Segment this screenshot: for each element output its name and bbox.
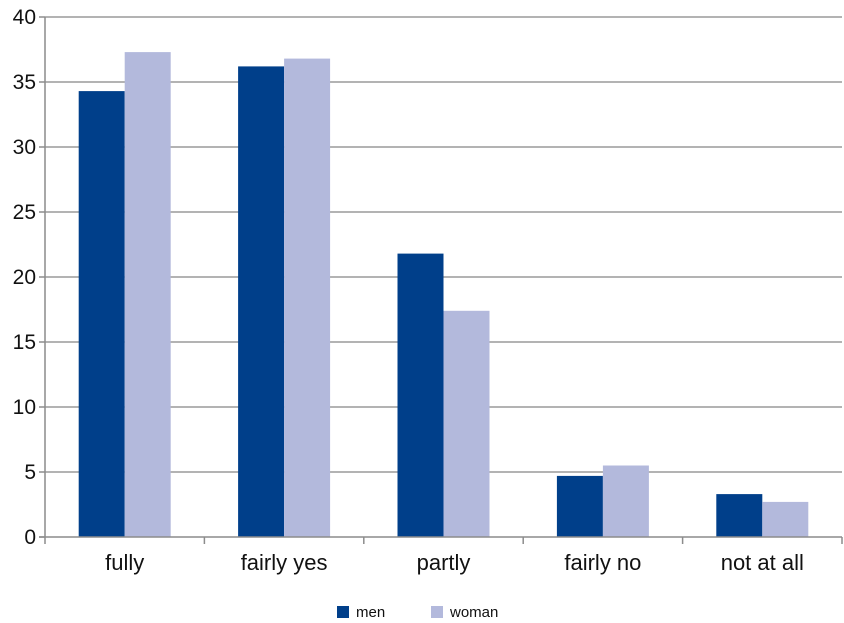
y-tick-label-5: 5 bbox=[24, 461, 36, 484]
y-tick-label-10: 10 bbox=[13, 396, 36, 419]
bar-woman-fairly-yes bbox=[284, 59, 330, 537]
bar-woman-fully bbox=[125, 52, 171, 537]
bar-men-partly bbox=[398, 254, 444, 537]
x-tick-label-fully: fully bbox=[105, 550, 144, 575]
y-tick-label-30: 30 bbox=[13, 136, 36, 159]
bars bbox=[79, 52, 809, 537]
bar-men-fully bbox=[79, 91, 125, 537]
x-tick-label-partly: partly bbox=[417, 550, 471, 575]
legend-swatch-men bbox=[337, 606, 349, 618]
bar-woman-fairly-no bbox=[603, 466, 649, 538]
legend: men woman bbox=[337, 604, 498, 621]
bar-woman-not-at-all bbox=[762, 502, 808, 537]
x-tick-label-not-at-all: not at all bbox=[721, 550, 804, 575]
y-tick-label-40: 40 bbox=[13, 6, 36, 29]
bar-men-fairly-no bbox=[557, 476, 603, 537]
legend-label-woman: woman bbox=[449, 604, 498, 621]
x-tick-label-fairly-no: fairly no bbox=[564, 550, 641, 575]
y-tick-label-0: 0 bbox=[24, 526, 36, 549]
x-tick-label-fairly-yes: fairly yes bbox=[241, 550, 328, 575]
legend-label-men: men bbox=[356, 604, 385, 621]
legend-swatch-woman bbox=[431, 606, 443, 618]
bar-men-not-at-all bbox=[716, 494, 762, 537]
y-tick-label-15: 15 bbox=[13, 331, 36, 354]
bar-woman-partly bbox=[444, 311, 490, 537]
y-tick-label-20: 20 bbox=[13, 266, 36, 289]
bar-men-fairly-yes bbox=[238, 66, 284, 537]
y-tick-label-35: 35 bbox=[13, 71, 36, 94]
y-tick-label-25: 25 bbox=[13, 201, 36, 224]
